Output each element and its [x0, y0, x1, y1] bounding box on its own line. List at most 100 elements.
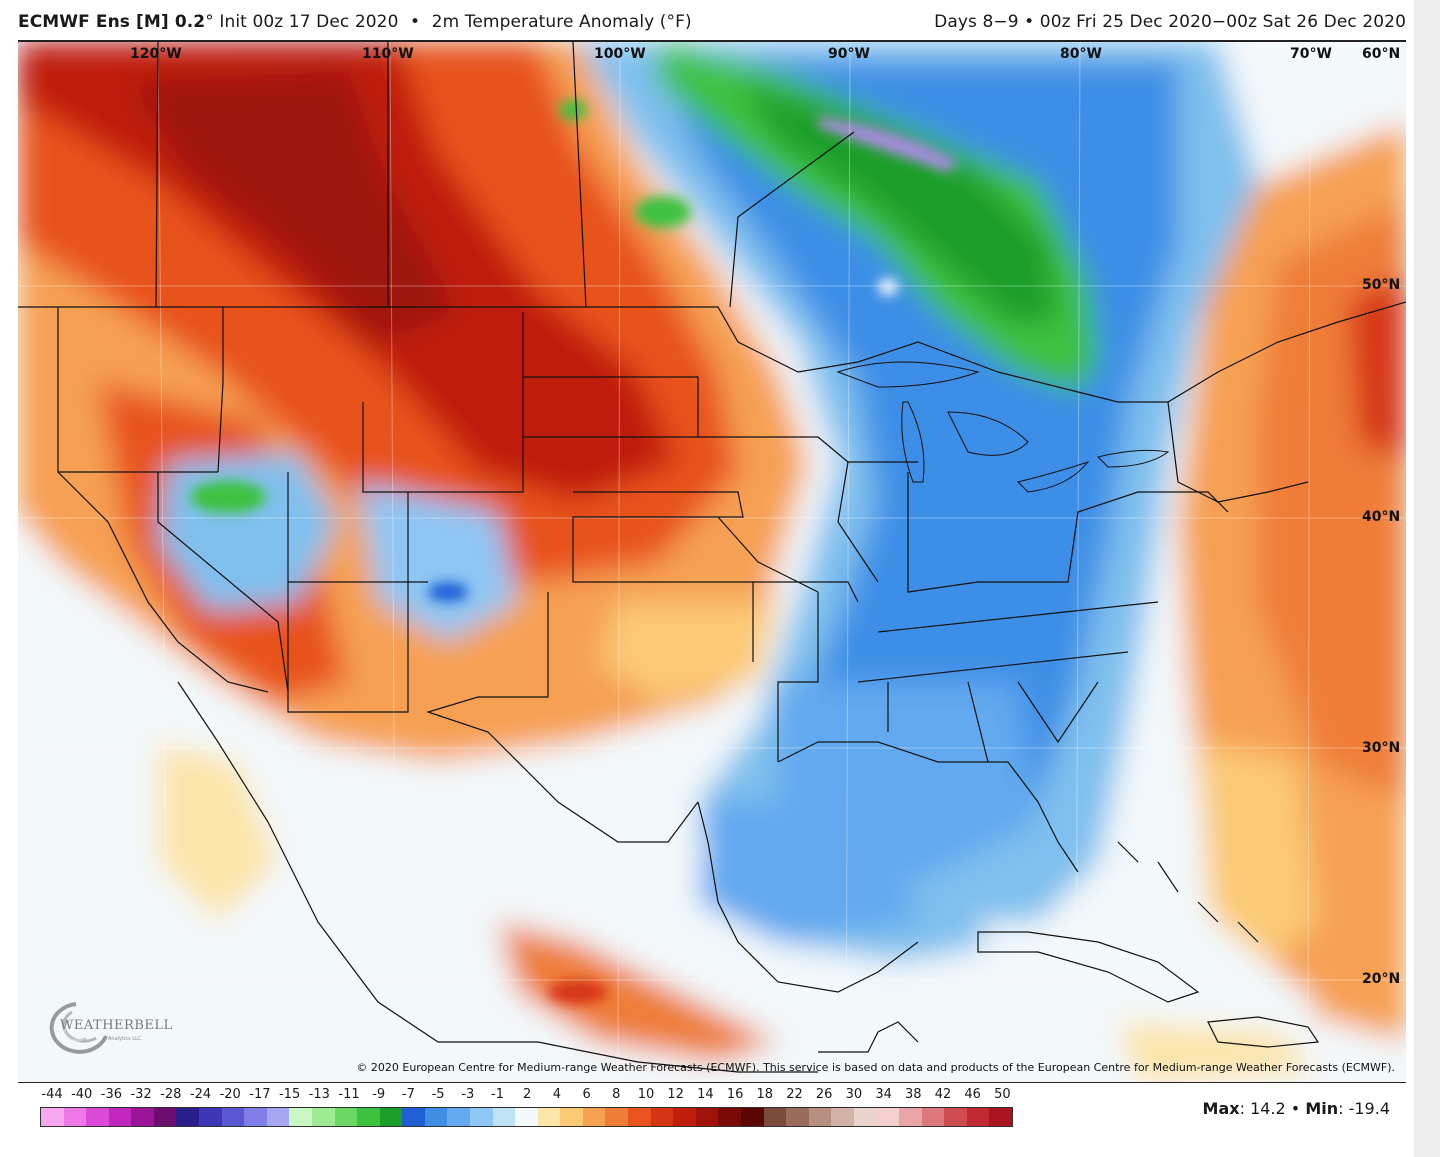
lon-label-90w: 90°W	[828, 46, 870, 62]
legend-swatch	[515, 1108, 538, 1126]
legend-tick-label: -32	[130, 1087, 152, 1102]
legend-swatch	[673, 1108, 696, 1126]
legend-swatch	[718, 1108, 741, 1126]
lat-label-20n: 20°N	[1362, 971, 1401, 987]
legend-tick-label: 46	[964, 1087, 981, 1102]
legend-swatch	[221, 1108, 245, 1126]
legend-swatch	[740, 1108, 764, 1126]
legend-swatch	[898, 1108, 922, 1126]
lat-label-30n: 30°N	[1362, 740, 1401, 756]
legend-swatch	[966, 1108, 990, 1126]
legend-tick-label: -44	[41, 1087, 63, 1102]
weatherbell-logo: WEATHERBELL Analytics LLC	[36, 996, 176, 1060]
great-lakes	[836, 361, 1170, 493]
legend-swatch	[176, 1108, 200, 1126]
window-edge	[1414, 0, 1440, 1157]
legend-tick-label: -24	[189, 1087, 212, 1102]
lat-label-60n: 60°N	[1362, 46, 1401, 62]
legend-swatch	[831, 1108, 854, 1126]
header-bullet: •	[410, 12, 421, 32]
legend-tick-label: -17	[249, 1087, 271, 1102]
legend-swatch	[921, 1108, 945, 1126]
max-label: Max	[1202, 1099, 1240, 1118]
legend-tick-label: 2	[523, 1087, 532, 1102]
legend-labels: -44 -40 -36 -32 -28 -24 -20 -17 -15 -13 -11 -9 -7 -5-…	[38, 1087, 1013, 1107]
legend-swatch	[357, 1108, 380, 1126]
legend-swatch	[41, 1108, 64, 1126]
copyright-notice: © 2020 European Centre for Medium-range …	[356, 1061, 1395, 1074]
lon-label-120w: 120°W	[130, 46, 182, 62]
model-name: ECMWF Ens [M] 0.2	[18, 12, 206, 32]
lat-label-50n: 50°N	[1362, 277, 1401, 293]
logo-text: WEATHERBELL	[60, 1018, 173, 1033]
legend-tick-label: 50	[994, 1087, 1011, 1102]
legend-swatch	[989, 1108, 1012, 1126]
legend-swatch	[763, 1108, 787, 1126]
legend-swatch	[492, 1108, 516, 1126]
max-min-stats: Max: 14.2 • Min: -19.4	[1203, 1099, 1390, 1118]
legend-tick-label: -40	[71, 1087, 93, 1102]
legend-swatch	[153, 1108, 177, 1126]
legend-swatch	[379, 1108, 403, 1126]
legend-tick-label: 10	[637, 1087, 655, 1102]
legend-swatch	[424, 1108, 448, 1126]
valid-time: Days 8−9 • 00z Fri 25 Dec 2020−00z Sat 2…	[934, 12, 1406, 32]
legend-swatch	[108, 1108, 132, 1126]
legend-tick-label: -11	[338, 1087, 360, 1102]
legend-swatch	[86, 1108, 109, 1126]
swirl-icon	[49, 1002, 108, 1054]
boundaries	[18, 42, 1406, 1073]
min-value: : -19.4	[1338, 1099, 1390, 1118]
stats-bullet: •	[1290, 1099, 1301, 1118]
lon-label-110w: 110°W	[362, 46, 414, 62]
legend-swatch	[63, 1108, 87, 1126]
color-legend: -44 -40 -36 -32 -28 -24 -20 -17 -15 -13 -11 -9 -7 -5-…	[38, 1087, 1013, 1131]
anomaly-detail	[190, 100, 958, 1004]
legend-swatch	[447, 1108, 470, 1126]
legend-swatch	[131, 1108, 154, 1126]
legend-swatch	[334, 1108, 358, 1126]
legend-tick-label: -9	[372, 1087, 386, 1102]
legend-swatch	[876, 1108, 899, 1126]
legend-swatch	[266, 1108, 290, 1126]
legend-tick-label: 4	[552, 1087, 562, 1102]
legend-swatch	[786, 1108, 809, 1126]
legend-tick-label: 22	[786, 1087, 803, 1102]
legend-tick-label: 18	[756, 1087, 774, 1102]
legend-tick-label: 42	[934, 1087, 952, 1102]
legend-tick-label: -20	[219, 1087, 241, 1102]
legend-tick-label: 30	[845, 1087, 863, 1102]
legend-swatch	[537, 1108, 561, 1126]
legend-swatch	[582, 1108, 606, 1126]
lon-label-100w: 100°W	[594, 46, 646, 62]
field-name: 2m Temperature Anomaly (°F)	[431, 12, 692, 32]
legend-tick-label: -3	[461, 1087, 475, 1102]
init-time: Init 00z 17 Dec 2020	[219, 12, 399, 32]
legend-swatch	[695, 1108, 719, 1126]
legend-swatch	[402, 1108, 425, 1126]
legend-tick-label: 6	[582, 1087, 591, 1102]
legend-swatch	[199, 1108, 222, 1126]
legend-tick-label: -13	[308, 1087, 330, 1102]
lon-label-80w: 80°W	[1060, 46, 1102, 62]
legend-swatch	[560, 1108, 583, 1126]
legend-swatch	[605, 1108, 629, 1126]
legend-tick-label: -36	[100, 1087, 123, 1102]
legend-swatch	[469, 1108, 493, 1126]
legend-tick-label: -7	[401, 1087, 415, 1102]
legend-swatch	[853, 1108, 877, 1126]
legend-swatch	[311, 1108, 335, 1126]
logo-subtext: Analytics LLC	[108, 1036, 142, 1042]
lat-label-40n: 40°N	[1362, 509, 1401, 525]
header-left: ECMWF Ens [M] 0.2° Init 00z 17 Dec 2020 …	[18, 12, 692, 32]
legend-tick-label: 34	[875, 1087, 892, 1102]
legend-swatch	[628, 1108, 651, 1126]
legend-swatch	[650, 1108, 674, 1126]
legend-swatch	[289, 1108, 312, 1126]
max-value: : 14.2	[1239, 1099, 1286, 1118]
graticule	[18, 42, 1406, 1082]
legend-tick-label: 26	[815, 1087, 833, 1102]
map-header: ECMWF Ens [M] 0.2° Init 00z 17 Dec 2020 …	[18, 6, 1406, 38]
legend-colorbar	[40, 1107, 1013, 1127]
legend-tick-label: -5	[431, 1087, 445, 1102]
